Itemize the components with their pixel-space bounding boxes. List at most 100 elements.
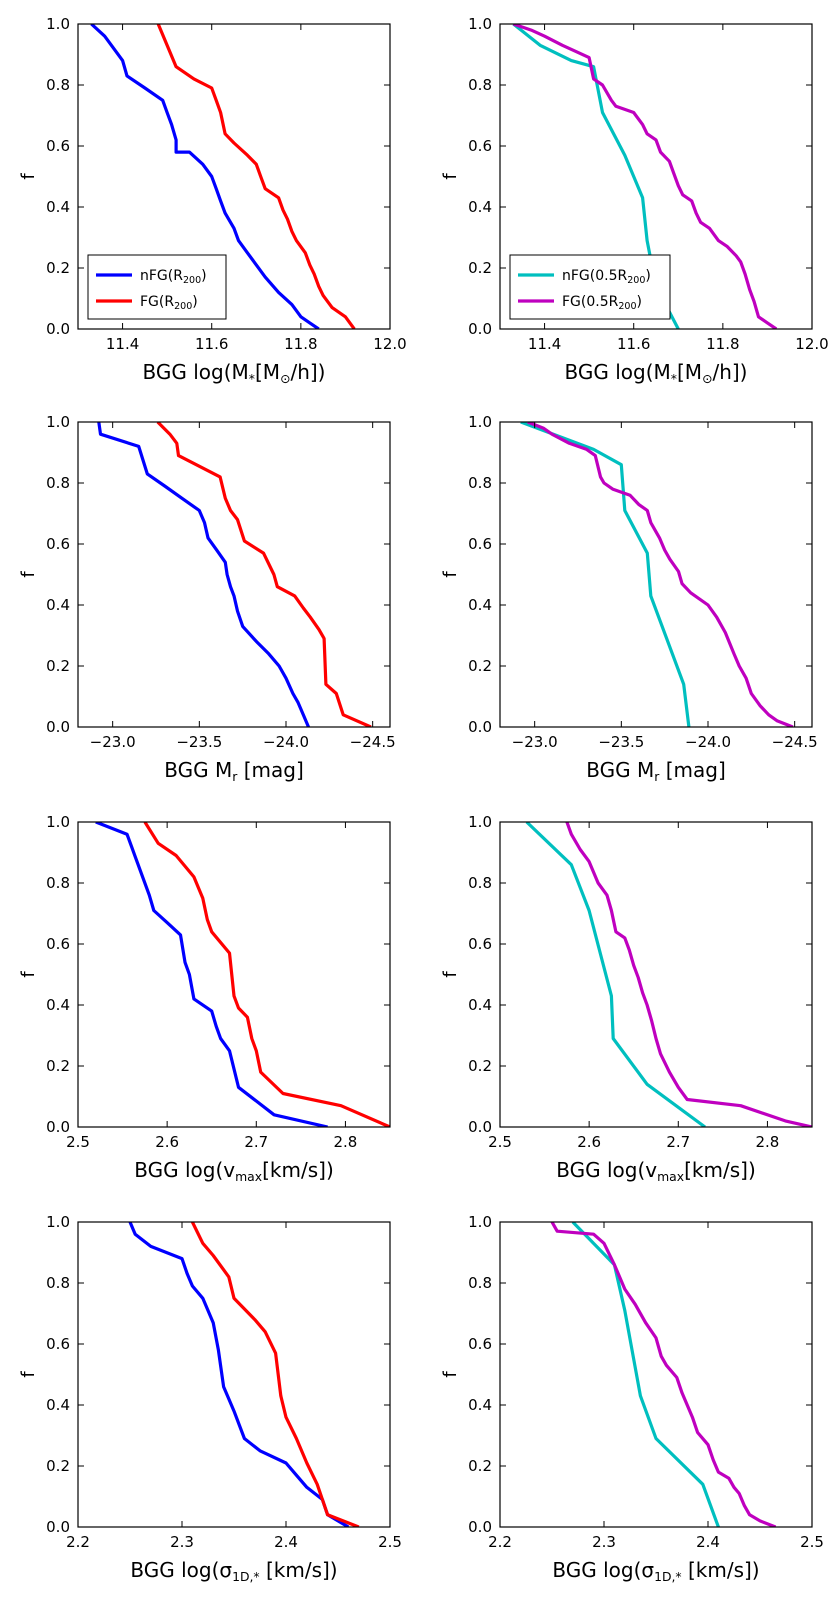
x-axis-label-part: BGG M bbox=[586, 758, 654, 782]
y-tick-label: 0.0 bbox=[46, 718, 70, 736]
y-tick-label: 0.4 bbox=[468, 596, 492, 614]
x-axis-label-part: * bbox=[249, 371, 255, 386]
y-tick-label: 1.0 bbox=[468, 813, 492, 831]
panel-vmax-05r200: 2.5 2.6 2.7 2.8 0.0 0.2 0.4 0.6 0.8 1.0 f BGG log(v… bbox=[440, 813, 813, 1184]
plot-frame bbox=[77, 821, 391, 1128]
x-axis-label-part: [km/s]) bbox=[260, 1558, 338, 1582]
x-axis-label-part: BGG log(v bbox=[134, 1158, 235, 1182]
legend-label-part: ) bbox=[201, 268, 206, 284]
x-axis-label-part: 1D,* bbox=[232, 1569, 260, 1584]
x-axis-label: BGG log(σ1D,* [km/s]) bbox=[552, 1558, 759, 1584]
series-line-fg-r200- bbox=[156, 24, 356, 329]
x-axis-label-part: BGG log(M bbox=[143, 360, 249, 384]
legend-label: nFG(0.5R200) bbox=[562, 268, 651, 286]
legend-label-part: ) bbox=[645, 268, 650, 284]
y-tick-label: 0.4 bbox=[468, 1396, 492, 1414]
x-axis-label: BGG Mr [mag] bbox=[164, 758, 304, 784]
y-tick-label: 0.2 bbox=[46, 1057, 70, 1075]
legend-label-part: nFG(0.5R bbox=[562, 268, 628, 284]
x-tick-label: 2.2 bbox=[488, 1533, 512, 1551]
x-tick-label: 11.8 bbox=[706, 335, 739, 353]
y-tick-label: 0.4 bbox=[46, 996, 70, 1014]
panel-sigma-05r200: 2.2 2.3 2.4 2.5 0.0 0.2 0.4 0.6 0.8 1.0 f BGG log(σ… bbox=[440, 1213, 824, 1584]
x-tick-label: −24.5 bbox=[350, 733, 396, 751]
y-tick-label: 0.4 bbox=[468, 198, 492, 216]
y-axis-label: f bbox=[18, 971, 39, 978]
x-tick-label: 2.6 bbox=[155, 1133, 179, 1151]
legend-label-part: ) bbox=[192, 294, 197, 310]
x-axis-label: BGG log(vmax[km/s]) bbox=[134, 1158, 334, 1184]
x-tick-label: −24.5 bbox=[772, 733, 818, 751]
plot-frame bbox=[77, 421, 391, 728]
y-tick-label: 0.2 bbox=[468, 1057, 492, 1075]
y-tick-label: 0.4 bbox=[46, 596, 70, 614]
x-tick-label: 2.5 bbox=[488, 1133, 512, 1151]
legend-label-part: 200 bbox=[183, 275, 201, 286]
y-axis-label: f bbox=[440, 971, 461, 978]
legend-label-part: FG(R bbox=[140, 294, 174, 310]
series-line-nfg-r200- bbox=[97, 422, 310, 727]
x-axis-label: BGG log(M*[M⊙/h]) bbox=[565, 360, 748, 386]
x-axis-label-part: r bbox=[654, 769, 660, 784]
y-tick-label: 0.8 bbox=[46, 1274, 70, 1292]
y-tick-label: 0.4 bbox=[46, 198, 70, 216]
legend-box bbox=[509, 254, 671, 320]
x-axis-label-part: [km/s]) bbox=[682, 1558, 760, 1582]
x-tick-label: 2.8 bbox=[755, 1133, 779, 1151]
x-axis-label-part: 1D,* bbox=[654, 1569, 682, 1584]
x-tick-label: 2.5 bbox=[800, 1533, 824, 1551]
panel-mr-05r200: −23.0 −23.5 −24.0 −24.5 0.0 0.2 0.4 0.6 0.8 1.0 f B… bbox=[440, 413, 818, 784]
y-tick-label: 0.8 bbox=[468, 474, 492, 492]
x-axis-label-part: [km/s]) bbox=[262, 1158, 334, 1182]
legend-label-part: ) bbox=[637, 294, 642, 310]
x-axis-label-part: max bbox=[657, 1169, 684, 1184]
x-tick-label: 11.6 bbox=[195, 335, 228, 353]
series-line-fg-0-5r200- bbox=[512, 24, 778, 329]
y-tick-label: 0.6 bbox=[46, 137, 70, 155]
series-line-fg-r200- bbox=[190, 1222, 360, 1527]
y-tick-label: 0.4 bbox=[468, 996, 492, 1014]
y-tick-label: 0.8 bbox=[468, 874, 492, 892]
panel-vmax-r200: 2.5 2.6 2.7 2.8 0.0 0.2 0.4 0.6 0.8 1.0 f BGG log(v… bbox=[18, 813, 391, 1184]
y-axis-label: f bbox=[18, 571, 39, 578]
y-axis-label: f bbox=[18, 1371, 39, 1378]
x-axis-label-part: BGG log(v bbox=[556, 1158, 657, 1182]
x-tick-label: 12.0 bbox=[373, 335, 406, 353]
x-tick-label: 11.6 bbox=[617, 335, 650, 353]
plot-frame bbox=[77, 1221, 391, 1528]
y-tick-label: 0.8 bbox=[46, 76, 70, 94]
x-axis-label-part: [M bbox=[677, 360, 702, 384]
x-tick-label: −23.5 bbox=[176, 733, 222, 751]
x-axis-label-part: * bbox=[671, 371, 677, 386]
y-tick-label: 0.2 bbox=[46, 657, 70, 675]
y-tick-label: 0.2 bbox=[46, 259, 70, 277]
y-tick-label: 0.8 bbox=[46, 874, 70, 892]
plot-frame bbox=[499, 821, 813, 1128]
x-tick-label: 2.4 bbox=[274, 1533, 298, 1551]
x-axis-label: BGG log(σ1D,* [km/s]) bbox=[130, 1558, 337, 1584]
y-tick-label: 0.6 bbox=[46, 535, 70, 553]
x-axis-label-part: BGG M bbox=[164, 758, 232, 782]
legend-box bbox=[87, 254, 227, 320]
y-tick-label: 1.0 bbox=[46, 15, 70, 33]
legend-label: FG(0.5R200) bbox=[562, 294, 642, 312]
y-tick-label: 1.0 bbox=[468, 413, 492, 431]
x-axis-label-part: ⊙ bbox=[702, 371, 712, 386]
legend-label-part: 200 bbox=[618, 301, 636, 312]
y-axis-label: f bbox=[440, 1371, 461, 1378]
plot-frame bbox=[77, 23, 391, 330]
series-line-fg-r200- bbox=[156, 422, 372, 727]
x-tick-label: −23.0 bbox=[512, 733, 558, 751]
y-tick-label: 0.0 bbox=[468, 320, 492, 338]
series-line-fg-0-5r200- bbox=[527, 422, 794, 727]
y-tick-label: 0.0 bbox=[468, 1518, 492, 1536]
y-tick-label: 0.0 bbox=[468, 1118, 492, 1136]
x-axis-label-part: BGG log(σ bbox=[552, 1558, 654, 1582]
y-axis-label: f bbox=[18, 173, 39, 180]
series-line-fg-0-5r200- bbox=[565, 822, 812, 1127]
y-tick-label: 0.2 bbox=[46, 1457, 70, 1475]
x-axis-label-part: [km/s]) bbox=[684, 1158, 756, 1182]
x-axis-label-part: [M bbox=[255, 360, 280, 384]
y-tick-label: 1.0 bbox=[468, 15, 492, 33]
